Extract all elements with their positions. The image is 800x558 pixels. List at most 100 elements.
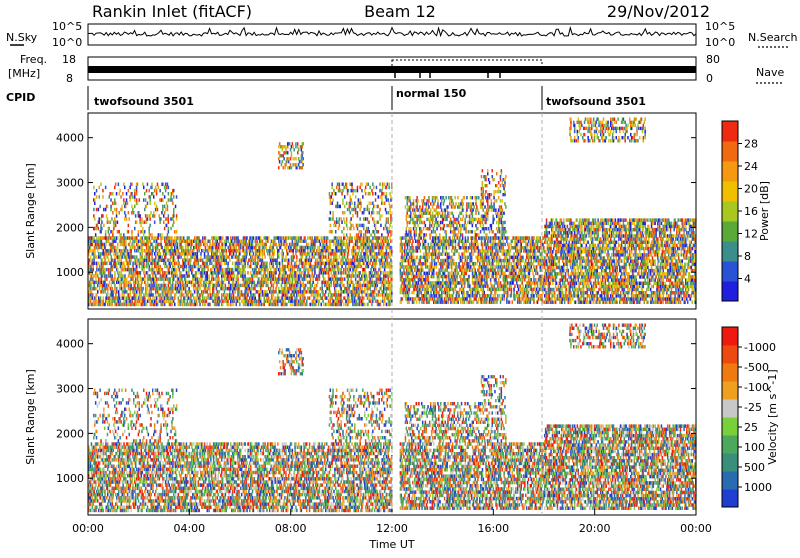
heatmap-cell: [265, 240, 267, 243]
heatmap-cell: [156, 265, 158, 268]
heatmap-cell: [275, 287, 277, 290]
heatmap-cell: [137, 183, 139, 186]
heatmap-cell: [302, 265, 304, 268]
heatmap-cell: [380, 246, 382, 249]
heatmap-cell: [183, 284, 185, 287]
freq-label: Freq.: [20, 53, 47, 66]
heatmap-cell: [94, 227, 96, 230]
heatmap-cell: [272, 240, 274, 243]
heatmap-cell: [346, 217, 348, 220]
heatmap-cell: [144, 274, 146, 277]
heatmap-cell: [302, 284, 304, 287]
heatmap-cell: [224, 255, 226, 258]
heatmap-cell: [280, 268, 282, 271]
heatmap-cell: [155, 186, 157, 189]
heatmap-cell: [369, 243, 371, 246]
heatmap-cell: [217, 290, 219, 293]
heatmap-cell: [236, 268, 238, 271]
heatmap-cell: [353, 189, 355, 192]
heatmap-cell: [278, 166, 280, 169]
heatmap-cell: [154, 240, 156, 243]
heatmap-cell: [367, 290, 369, 293]
heatmap-cell: [401, 288, 403, 292]
heatmap-cell: [336, 246, 338, 249]
heatmap-cell: [284, 277, 286, 280]
heatmap-cell: [141, 217, 143, 220]
heatmap-cell: [407, 246, 409, 250]
heatmap-cell: [136, 268, 138, 271]
heatmap-cell: [286, 160, 288, 163]
heatmap-cell: [401, 252, 403, 256]
heatmap-cell: [109, 281, 111, 284]
heatmap-cell: [345, 249, 347, 252]
heatmap-cell: [380, 293, 382, 296]
heatmap-cell: [321, 284, 323, 287]
heatmap-cell: [368, 303, 370, 306]
heatmap-cell: [131, 236, 133, 239]
heatmap-cell: [298, 236, 300, 239]
heatmap-cell: [164, 236, 166, 239]
heatmap-cell: [170, 217, 172, 220]
heatmap-cell: [235, 243, 237, 246]
heatmap-cell: [160, 217, 162, 220]
heatmap-cell: [108, 284, 110, 287]
heatmap-cell: [367, 262, 369, 265]
heatmap-cell: [148, 296, 150, 299]
heatmap-cell: [118, 277, 120, 280]
heatmap-cell: [283, 293, 285, 296]
heatmap-cell: [133, 211, 135, 214]
heatmap-cell: [312, 271, 314, 274]
heatmap-cell: [197, 293, 199, 296]
heatmap-cell: [156, 240, 158, 243]
heatmap-cell: [349, 296, 351, 299]
heatmap-cell: [261, 262, 263, 265]
heatmap-cell: [297, 287, 299, 290]
heatmap-cell: [408, 268, 410, 272]
heatmap-cell: [232, 236, 234, 239]
heatmap-cell: [247, 262, 249, 265]
heatmap-cell: [350, 277, 352, 280]
heatmap-cell: [291, 166, 293, 169]
heatmap-cell: [280, 290, 282, 293]
heatmap-cell: [408, 275, 410, 279]
heatmap-cell: [347, 284, 349, 287]
heatmap-cell: [290, 163, 292, 166]
heatmap-cell: [359, 265, 361, 268]
heatmap-cell: [186, 268, 188, 271]
noise-left-tick-top: 10^5: [52, 20, 82, 33]
heatmap-cell: [292, 268, 294, 271]
heatmap-cell: [164, 246, 166, 249]
heatmap-cell: [116, 281, 118, 284]
heatmap-cell: [301, 271, 303, 274]
heatmap-cell: [354, 300, 356, 303]
heatmap-cell: [124, 217, 126, 220]
heatmap-cell: [141, 281, 143, 284]
heatmap-cell: [160, 287, 162, 290]
heatmap-cell: [378, 290, 380, 293]
heatmap-cell: [116, 211, 118, 214]
heatmap-cell: [317, 281, 319, 284]
heatmap-cell: [245, 287, 247, 290]
heatmap-cell: [154, 277, 156, 280]
heatmap-cell: [234, 236, 236, 239]
heatmap-cell: [302, 246, 304, 249]
heatmap-cell: [131, 233, 133, 236]
heatmap-cell: [252, 303, 254, 306]
heatmap-cell: [207, 281, 209, 284]
heatmap-cell: [143, 262, 145, 265]
heatmap-cell: [93, 281, 95, 284]
heatmap-cell: [202, 293, 204, 296]
heatmap-cell: [236, 277, 238, 280]
heatmap-cell: [359, 259, 361, 262]
heatmap-cell: [202, 296, 204, 299]
heatmap-cell: [105, 255, 107, 258]
heatmap-cell: [187, 259, 189, 262]
heatmap-cell: [236, 252, 238, 255]
heatmap-cell: [388, 252, 390, 255]
heatmap-cell: [335, 287, 337, 290]
heatmap-cell: [342, 255, 344, 258]
heatmap-cell: [91, 290, 93, 293]
heatmap-cell: [270, 246, 272, 249]
heatmap-cell: [234, 274, 236, 277]
heatmap-cell: [238, 265, 240, 268]
